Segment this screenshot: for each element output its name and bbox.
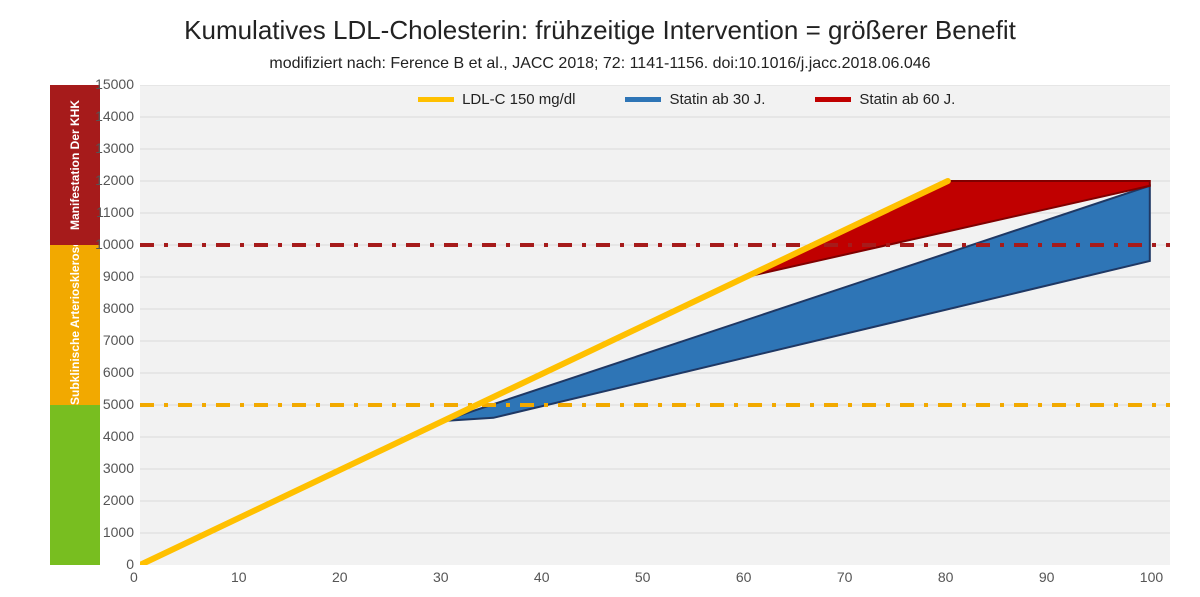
y-tick-label: 12000 — [95, 172, 134, 188]
y-tick-label: 10000 — [95, 236, 134, 252]
x-tick-label: 0 — [130, 569, 138, 585]
y-tick-label: 2000 — [103, 492, 134, 508]
legend-item-ldl150: LDL-C 150 mg/dl — [418, 91, 575, 108]
legend-swatch — [815, 97, 851, 102]
zone-bar-orange: Subklinische Arteriosklerose — [50, 245, 100, 405]
chart-title: Kumulatives LDL-Cholesterin: frühzeitige… — [0, 15, 1200, 46]
x-tick-label: 60 — [736, 569, 752, 585]
y-tick-label: 11000 — [96, 204, 134, 220]
x-tick-label: 10 — [231, 569, 247, 585]
legend-item-statin60: Statin ab 60 J. — [815, 91, 955, 108]
y-tick-label: 5000 — [103, 396, 134, 412]
area-statin30 — [443, 186, 1150, 421]
legend-label: Statin ab 60 J. — [859, 91, 955, 108]
y-tick-label: 8000 — [103, 300, 134, 316]
zone-bar-green — [50, 405, 100, 565]
legend-label: Statin ab 30 J. — [669, 91, 765, 108]
y-tick-label: 3000 — [103, 460, 134, 476]
y-tick-label: 1000 — [103, 524, 134, 540]
x-tick-label: 100 — [1140, 569, 1163, 585]
y-tick-label: 9000 — [103, 268, 134, 284]
x-tick-label: 70 — [837, 569, 853, 585]
y-tick-label: 15000 — [95, 76, 134, 92]
x-tick-label: 20 — [332, 569, 348, 585]
zone-label-orange: Subklinische Arteriosklerose — [68, 245, 82, 405]
x-tick-label: 50 — [635, 569, 651, 585]
y-tick-label: 14000 — [95, 108, 134, 124]
x-tick-label: 40 — [534, 569, 550, 585]
legend-swatch — [625, 97, 661, 102]
plot-svg — [140, 85, 1170, 565]
x-tick-label: 30 — [433, 569, 449, 585]
y-tick-label: 13000 — [95, 140, 134, 156]
x-tick-label: 80 — [938, 569, 954, 585]
y-tick-label: 6000 — [103, 364, 134, 380]
chart-subtitle: modifiziert nach: Ference B et al., JACC… — [0, 55, 1200, 73]
legend-item-statin30: Statin ab 30 J. — [625, 91, 765, 108]
y-tick-label: 7000 — [103, 332, 134, 348]
legend-swatch — [418, 97, 454, 102]
x-tick-label: 90 — [1039, 569, 1055, 585]
legend: LDL-C 150 mg/dl Statin ab 30 J. Statin ab … — [418, 91, 955, 108]
zone-bar-red: Manifestation Der KHK — [50, 85, 100, 245]
zone-label-red: Manifestation Der KHK — [68, 85, 82, 245]
legend-label: LDL-C 150 mg/dl — [462, 91, 575, 108]
plot-area — [140, 85, 1170, 565]
y-tick-label: 4000 — [103, 428, 134, 444]
